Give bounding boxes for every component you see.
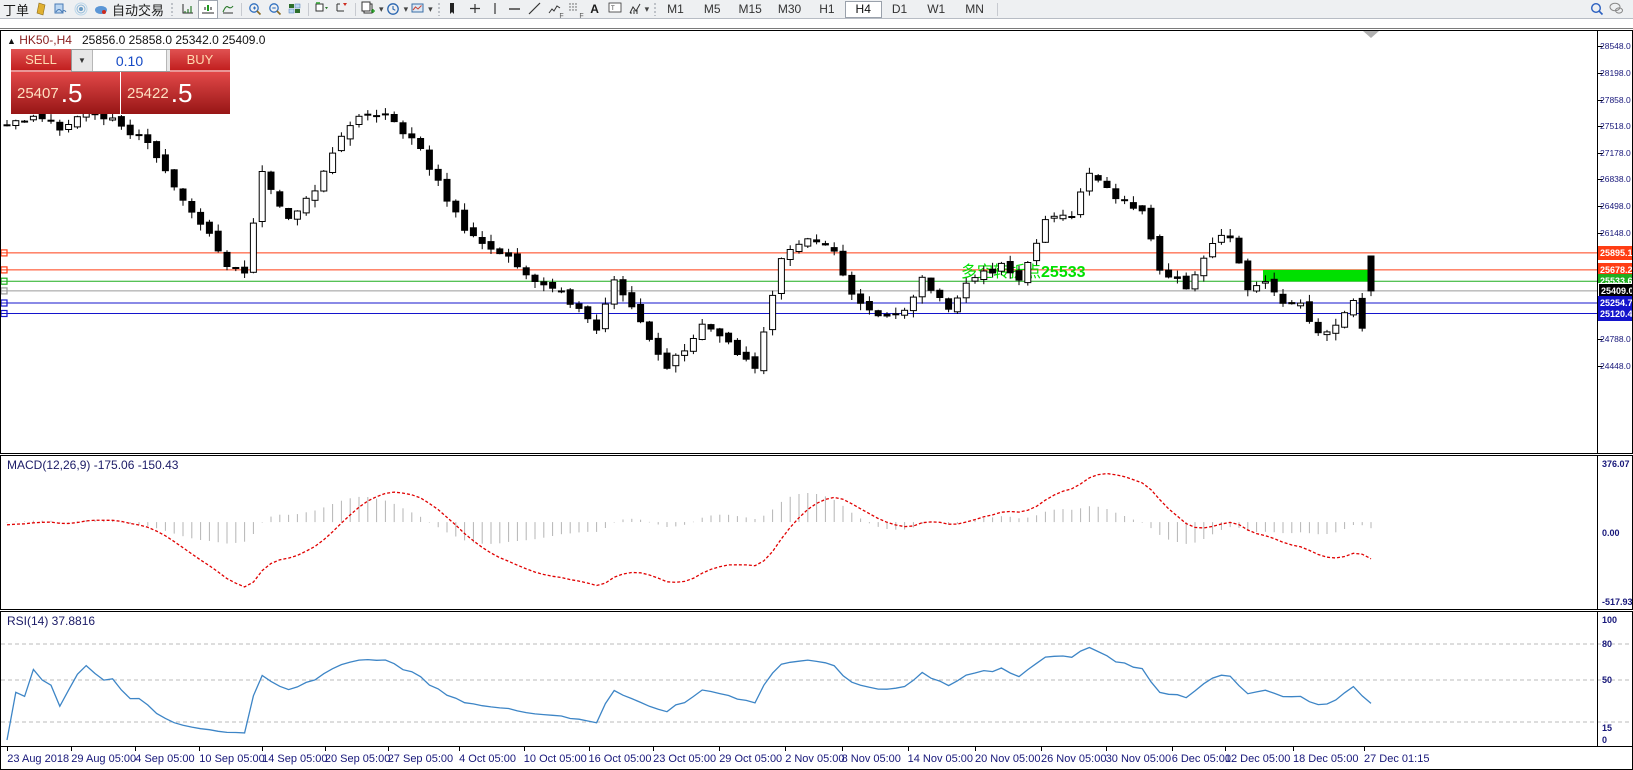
svg-text:T: T bbox=[611, 6, 615, 12]
svg-text:多空转折点25533: 多空转折点25533 bbox=[961, 263, 1086, 281]
